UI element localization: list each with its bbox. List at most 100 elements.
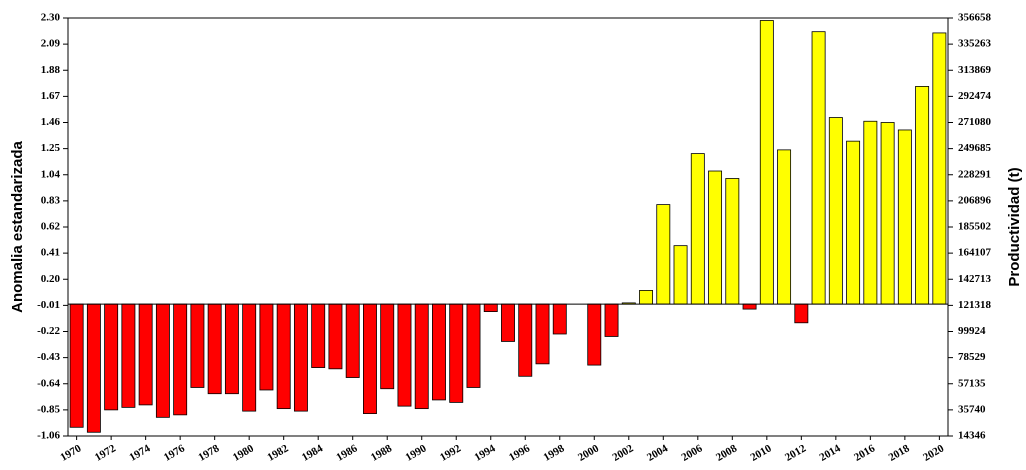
y-tick-label: -0.01	[37, 299, 60, 311]
bar	[811, 31, 826, 305]
x-tick-label: 2004	[645, 442, 670, 464]
y2-tick-label: 121318	[958, 299, 992, 311]
x-tick-label: 2012	[783, 442, 808, 464]
bar	[173, 303, 188, 416]
y2-tick-label: 164107	[958, 247, 992, 259]
bar	[328, 303, 343, 370]
x-tick-label: 2000	[576, 442, 601, 464]
y2-tick-label: 271080	[958, 116, 992, 128]
bar	[449, 303, 464, 403]
x-tick-label: 2010	[749, 442, 774, 464]
y2-axis-title: Productividad (t)	[1006, 167, 1023, 286]
y2-tick-label: 249685	[958, 142, 992, 154]
y2-tick-label: 99924	[958, 325, 986, 337]
bar	[363, 303, 377, 415]
x-tick-label: 2002	[610, 442, 635, 464]
bar	[501, 303, 515, 342]
y-tick-label: -0.64	[37, 377, 60, 389]
bar	[518, 303, 533, 377]
y2-tick-label: 57135	[958, 377, 986, 389]
x-tick-label: 2014	[818, 442, 843, 464]
y-tick-label: 0.83	[41, 194, 61, 206]
y2-tick-label: 313869	[958, 64, 992, 76]
x-tick-label: 1980	[231, 442, 256, 464]
bar	[604, 303, 619, 337]
y-tick-label: 2.09	[41, 38, 61, 50]
x-tick-label: 2006	[680, 442, 705, 464]
x-tick-label: 2008	[714, 442, 739, 464]
bar	[742, 303, 757, 310]
y-tick-label: 2.30	[41, 12, 61, 24]
bar	[639, 290, 653, 305]
bar	[155, 303, 170, 418]
x-tick-label: 1984	[300, 442, 325, 464]
y2-tick-label: 14346	[958, 430, 986, 442]
y-tick-label: 0.20	[41, 273, 61, 285]
y-tick-label: 0.62	[41, 221, 61, 233]
x-tick-label: 1996	[507, 442, 532, 464]
y-tick-label: -0.85	[37, 403, 60, 415]
x-tick-label: 1990	[403, 442, 428, 464]
x-tick-label: 1982	[265, 442, 290, 464]
bar	[104, 303, 119, 411]
x-tick-label: 1986	[334, 442, 359, 464]
y-tick-label: 0.41	[41, 247, 60, 259]
bar	[587, 303, 602, 366]
y2-tick-label: 292474	[958, 90, 992, 102]
y-axis-title: Anomalia estandarizada	[9, 140, 26, 312]
x-tick-label: 2018	[887, 442, 912, 464]
bar	[552, 303, 567, 335]
bar	[708, 170, 723, 305]
x-tick-label: 1992	[438, 442, 463, 464]
y-tick-label: -0.43	[37, 351, 60, 363]
bar	[863, 120, 878, 305]
x-tick-label: 1978	[196, 442, 221, 464]
bar	[759, 20, 774, 305]
bar	[880, 122, 895, 305]
bar	[656, 204, 671, 305]
bar	[673, 245, 688, 305]
bar	[777, 149, 792, 305]
y2-tick-label: 228291	[958, 168, 991, 180]
bar	[380, 303, 395, 390]
bar	[432, 303, 446, 401]
y-tick-label: 1.25	[41, 142, 61, 154]
bar	[846, 140, 861, 305]
bar	[293, 303, 308, 412]
bar	[259, 303, 274, 391]
bar	[224, 303, 239, 395]
x-tick-label: 1974	[127, 442, 152, 464]
x-tick-label: 1994	[472, 442, 497, 464]
bar	[242, 303, 257, 412]
bar	[414, 303, 429, 410]
x-tick-label: 1998	[541, 442, 566, 464]
y2-tick-label: 35740	[958, 403, 986, 415]
y-tick-label: 1.67	[41, 90, 61, 102]
x-tick-label: 2020	[921, 442, 946, 464]
x-tick-label: 1972	[93, 442, 118, 464]
bar	[276, 303, 291, 410]
x-tick-label: 1976	[162, 442, 187, 464]
y-tick-label: 1.88	[41, 64, 61, 76]
bar	[190, 303, 205, 388]
bar	[207, 303, 222, 395]
bar	[311, 303, 326, 368]
y2-tick-label: 142713	[958, 273, 992, 285]
bar	[915, 86, 930, 305]
y2-tick-label: 78529	[958, 351, 986, 363]
y2-tick-label: 335263	[958, 38, 992, 50]
y-tick-label: -0.22	[37, 325, 60, 337]
x-tick-label: 1970	[58, 442, 83, 464]
bar	[483, 303, 498, 312]
bar	[932, 32, 947, 305]
bar	[690, 153, 705, 305]
bar	[397, 303, 412, 407]
plot-frame	[67, 17, 949, 437]
y2-tick-label: 206896	[958, 194, 992, 206]
bar	[725, 178, 740, 305]
bar	[794, 303, 809, 324]
bar	[828, 117, 843, 305]
bar	[86, 303, 101, 433]
bar	[897, 129, 912, 305]
